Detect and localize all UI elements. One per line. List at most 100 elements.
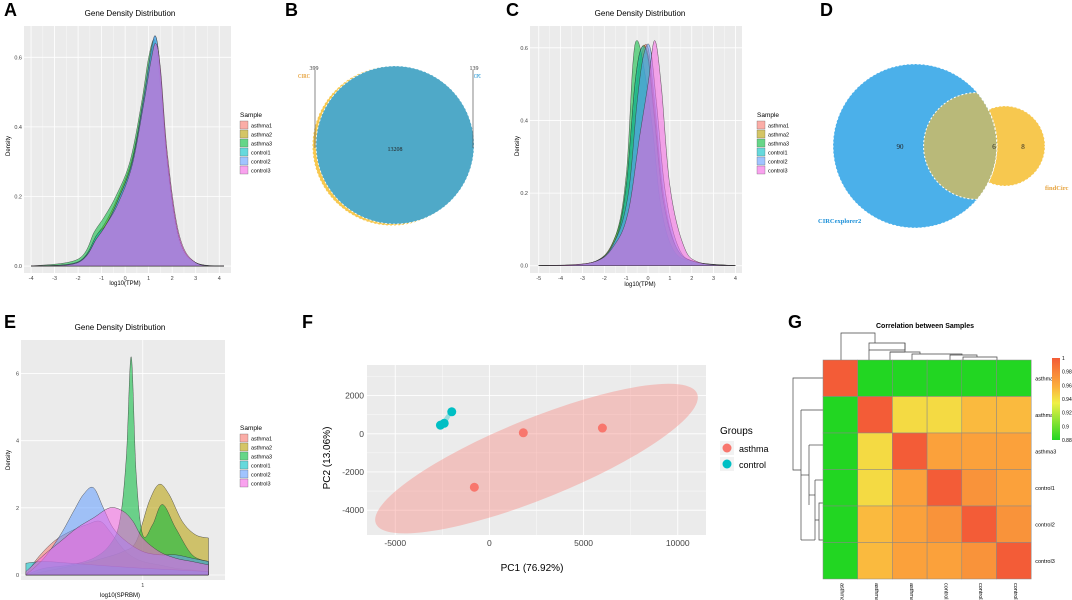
panel-e-legend: Sample asthma1 asthma2 asthma3 control1 contr… [239, 425, 272, 488]
color-scale-tick: 1 [1062, 356, 1065, 362]
legend-swatch-control3 [239, 165, 249, 175]
heatmap-cell [892, 505, 928, 543]
panel-g-col-dendrogram [840, 332, 998, 360]
legend-swatch-control3 [239, 478, 249, 488]
panel-f-plot-area: -5000 0 5000 10000 -4000 -2000 0 2000 [342, 365, 726, 548]
heatmap-cell [822, 542, 858, 580]
legend-label-asthma2: asthma2 [251, 446, 272, 452]
legend-swatch-control2 [239, 156, 249, 166]
legend-label-control1: control1 [768, 151, 788, 157]
row-label-control1: control1 [1035, 486, 1055, 492]
density-area-control3 [31, 43, 224, 267]
venn-d-overlap-count: 6 [992, 143, 996, 151]
panel-f-xlabel: PC1 (76.92%) [501, 563, 564, 574]
panel-label-c: C [506, 0, 519, 20]
legend-swatch-control1 [756, 147, 766, 157]
panel-a-density: Gene Density Distribution Density log10(… [6, 9, 272, 287]
legend-label-asthma1: asthma1 [251, 437, 272, 443]
y-tick-label: 4 [16, 439, 19, 445]
pca-point-asthma [597, 423, 607, 433]
legend-swatch-control1 [239, 460, 249, 470]
panel-c-legend: Sample asthma1 asthma2 asthma3 control1 contr… [756, 112, 789, 175]
legend-swatch-asthma1 [239, 433, 249, 443]
y-tick-label: -4000 [342, 505, 364, 515]
y-tick-label: 0 [16, 573, 19, 579]
legend-label-control2: control2 [251, 160, 271, 166]
x-tick-label: -3 [580, 276, 585, 282]
heatmap-cell [926, 359, 963, 397]
legend-swatch-control1 [239, 147, 249, 157]
heatmap-cell [961, 469, 997, 507]
venn-d-right-set-label: findCirc [1045, 185, 1068, 192]
x-tick-label: 3 [712, 276, 715, 282]
panel-f-ylabel: PC2 (13.06%) [322, 427, 333, 490]
panel-label-a: A [4, 0, 17, 20]
row-label-asthma3: asthma3 [1035, 449, 1056, 455]
legend-swatch-control2 [756, 156, 766, 166]
heatmap-cell [892, 469, 928, 507]
legend-title: Sample [757, 112, 779, 119]
panel-c-title: Gene Density Distribution [595, 9, 686, 18]
heatmap-cell [892, 359, 928, 397]
y-tick-label: 0.6 [520, 46, 528, 52]
panel-c-density: Gene Density Distribution Density log10(… [515, 9, 789, 288]
panel-a-title: Gene Density Distribution [85, 9, 176, 18]
panel-f-pca: PC2 (13.06%) PC1 (76.92%) -5000 0 5000 1000… [322, 365, 769, 574]
legend-swatch-control2 [239, 469, 249, 479]
row-label-control3: control3 [1035, 559, 1055, 565]
y-tick-label: 0.0 [520, 264, 528, 270]
x-tick-label: -3 [52, 276, 57, 282]
panel-g-title: Correlation between Samples [876, 323, 974, 330]
legend-label-asthma1: asthma1 [251, 124, 272, 130]
panel-c-xlabel: log10(TPM) [624, 282, 655, 288]
heatmap-cell [961, 505, 997, 543]
heatmap-cell [822, 505, 858, 543]
legend-label-asthma3: asthma3 [251, 455, 272, 461]
panel-a-plot-area: -4 -3 -2 -1 0 1 2 3 4 0.0 0.2 0.4 0.6 [14, 26, 231, 282]
col-label-control1: control1 [942, 583, 948, 600]
legend-swatch-asthma2 [239, 129, 249, 139]
col-label-control2: control2 [977, 583, 983, 600]
venn-d-left-count: 90 [897, 143, 905, 151]
pca-point-control [447, 407, 457, 417]
x-tick-label: 1 [147, 276, 150, 282]
legend-title: Sample [240, 425, 262, 432]
x-tick-label: 3 [194, 276, 197, 282]
x-tick-label: -1 [624, 276, 629, 282]
y-tick-label: 0 [359, 429, 364, 439]
panel-f-legend: Groups asthma control [720, 426, 769, 471]
heatmap-cell [961, 432, 997, 470]
panel-label-g: G [788, 312, 802, 332]
heatmap-cell [961, 359, 997, 397]
legend-label-control2: control2 [251, 473, 271, 479]
confidence-ellipse-asthma [375, 383, 698, 534]
heatmap-cell [857, 396, 893, 434]
heatmap-cell [857, 505, 893, 543]
venn-b-right-set-label: CPC [474, 74, 481, 80]
density-area-control3 [25, 507, 209, 576]
venn-b-right-set [315, 65, 475, 225]
heatmap-cell [857, 542, 893, 580]
panel-e-plot-area: 1 0 2 4 6 [16, 340, 225, 589]
color-scale-tick: 0.92 [1062, 411, 1072, 417]
legend-swatch-control [722, 459, 732, 469]
color-scale-bar [1052, 358, 1060, 440]
heatmap-cell [996, 505, 1032, 543]
heatmap-cell [996, 432, 1032, 470]
col-label-asthma3: asthma3 [908, 583, 914, 600]
x-tick-label: 1 [141, 583, 144, 589]
y-tick-label: 0.4 [14, 125, 22, 131]
legend-label-asthma1: asthma1 [768, 124, 789, 130]
color-scale-tick: 0.98 [1062, 370, 1072, 376]
x-tick-label: -2 [76, 276, 81, 282]
heatmap-cell [996, 542, 1032, 580]
x-tick-label: 2 [171, 276, 174, 282]
color-scale-tick: 0.9 [1062, 424, 1069, 430]
x-tick-label: -5 [536, 276, 541, 282]
x-tick-label: 0 [124, 276, 127, 282]
panel-e-ylabel: Density [6, 450, 12, 470]
heatmap-cell [892, 432, 928, 470]
col-label-asthma2: asthma2 [838, 583, 844, 600]
panel-c-plot-area: -5 -4 -3 -2 -1 0 1 2 3 4 0.0 0.2 0.4 0.6 [520, 26, 742, 282]
legend-swatch-asthma3 [239, 138, 249, 148]
